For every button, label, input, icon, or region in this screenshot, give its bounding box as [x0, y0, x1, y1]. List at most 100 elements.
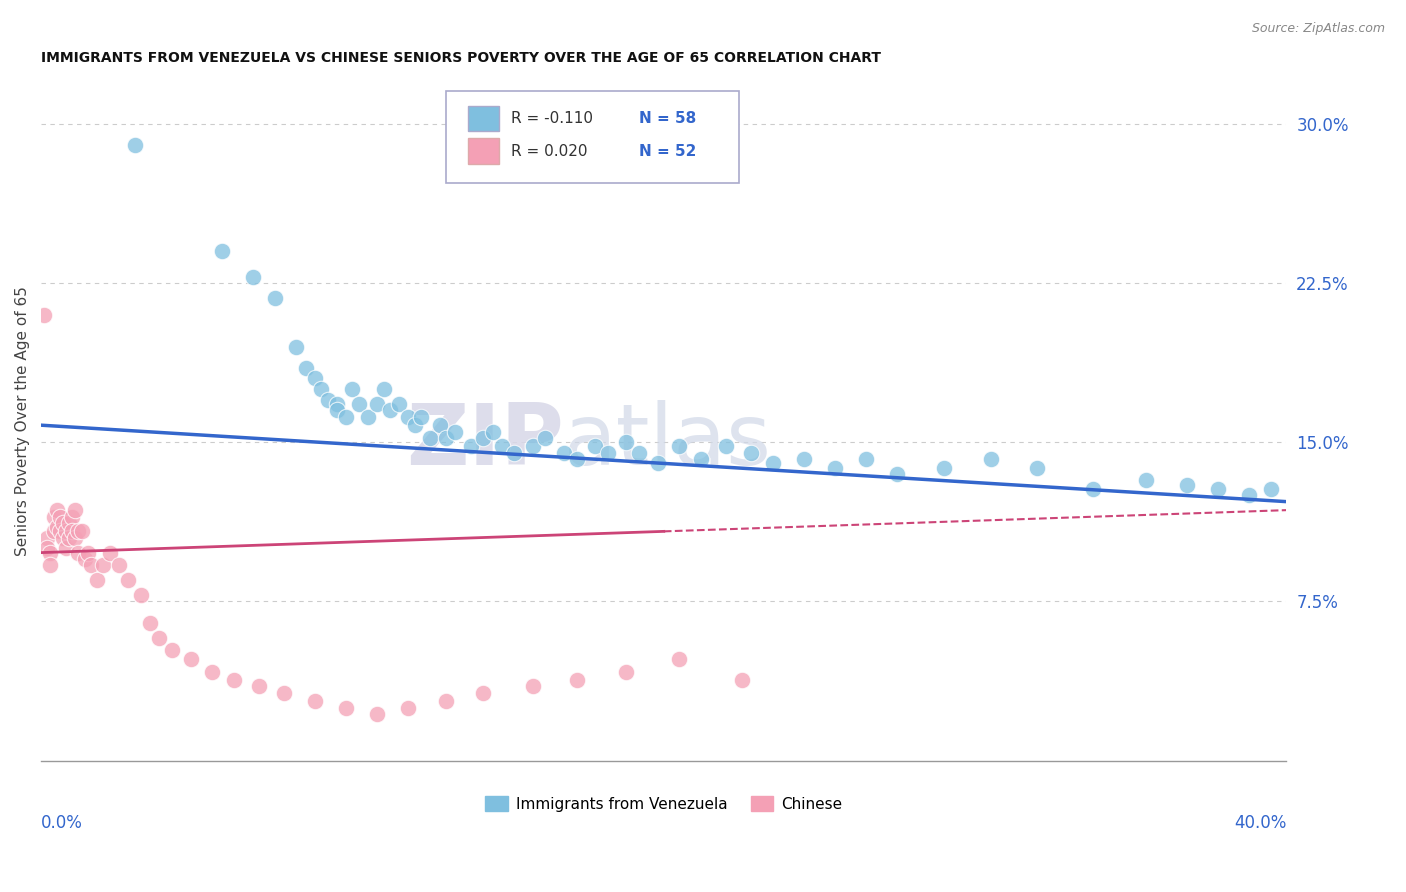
Point [67, 524, 90, 539]
Point [583, 439, 606, 453]
Point [616, 665, 638, 679]
Point [434, 431, 457, 445]
Point [58, 531, 80, 545]
Point [1206, 482, 1229, 496]
Point [39, 546, 62, 560]
Point [304, 371, 326, 385]
Point [1026, 460, 1049, 475]
Point [211, 244, 233, 258]
Point [80, 558, 103, 573]
Point [42, 524, 65, 539]
Point [404, 418, 426, 433]
Point [45, 503, 67, 517]
Point [224, 673, 246, 687]
Point [565, 452, 588, 467]
Point [373, 382, 395, 396]
Point [419, 431, 441, 445]
Point [460, 439, 482, 453]
Text: N = 58: N = 58 [638, 111, 696, 126]
Point [273, 686, 295, 700]
Point [762, 457, 785, 471]
Point [326, 397, 349, 411]
Point [98, 546, 121, 560]
Point [714, 439, 737, 453]
Point [1260, 482, 1282, 496]
Point [65, 503, 87, 517]
Point [70, 524, 93, 539]
Point [316, 392, 339, 407]
Text: ZIP: ZIP [406, 400, 564, 483]
Point [342, 382, 364, 396]
Point [616, 435, 638, 450]
Point [481, 425, 503, 439]
Point [491, 439, 513, 453]
Point [39, 558, 62, 573]
Point [1237, 488, 1260, 502]
FancyBboxPatch shape [446, 91, 738, 183]
Point [67, 546, 90, 560]
Y-axis label: Seniors Poverty Over the Age of 65: Seniors Poverty Over the Age of 65 [15, 286, 30, 556]
Point [76, 546, 98, 560]
Legend: Immigrants from Venezuela, Chinese: Immigrants from Venezuela, Chinese [479, 789, 848, 818]
Point [247, 680, 270, 694]
Point [398, 700, 420, 714]
Point [388, 397, 411, 411]
FancyBboxPatch shape [468, 138, 499, 164]
Point [326, 403, 349, 417]
Point [690, 452, 713, 467]
Point [49, 509, 72, 524]
Point [534, 431, 557, 445]
Point [37, 531, 59, 545]
Point [86, 573, 108, 587]
Point [886, 467, 908, 481]
Point [335, 700, 357, 714]
Point [124, 137, 146, 152]
Point [117, 573, 139, 587]
Point [553, 446, 575, 460]
FancyBboxPatch shape [468, 105, 499, 131]
Point [45, 520, 67, 534]
Point [740, 446, 762, 460]
Point [429, 418, 451, 433]
Point [60, 524, 83, 539]
Point [1135, 474, 1157, 488]
Point [855, 452, 877, 467]
Point [668, 652, 690, 666]
Text: 40.0%: 40.0% [1234, 814, 1286, 832]
Point [366, 397, 388, 411]
Point [522, 439, 544, 453]
Point [60, 509, 83, 524]
Text: 0.0%: 0.0% [41, 814, 83, 832]
Text: R = -0.110: R = -0.110 [510, 111, 592, 126]
Point [1083, 482, 1105, 496]
Point [65, 531, 87, 545]
Point [1175, 477, 1198, 491]
Point [160, 643, 183, 657]
Point [73, 552, 96, 566]
Point [37, 541, 59, 556]
Point [647, 457, 669, 471]
Point [32, 308, 55, 322]
Point [596, 446, 619, 460]
Point [242, 269, 264, 284]
Point [472, 431, 495, 445]
Point [668, 439, 690, 453]
Text: Source: ZipAtlas.com: Source: ZipAtlas.com [1251, 22, 1385, 36]
Point [294, 360, 316, 375]
Point [180, 652, 202, 666]
Point [444, 425, 467, 439]
Point [139, 615, 162, 630]
Point [824, 460, 846, 475]
Point [285, 340, 308, 354]
Point [730, 673, 752, 687]
Point [980, 452, 1002, 467]
Text: IMMIGRANTS FROM VENEZUELA VS CHINESE SENIORS POVERTY OVER THE AGE OF 65 CORRELAT: IMMIGRANTS FROM VENEZUELA VS CHINESE SEN… [41, 51, 882, 65]
Point [55, 541, 77, 556]
Text: atlas: atlas [564, 400, 772, 483]
Point [522, 680, 544, 694]
Text: R = 0.020: R = 0.020 [510, 144, 588, 159]
Point [932, 460, 955, 475]
Point [42, 509, 65, 524]
Point [366, 706, 388, 721]
Text: N = 52: N = 52 [638, 144, 696, 159]
